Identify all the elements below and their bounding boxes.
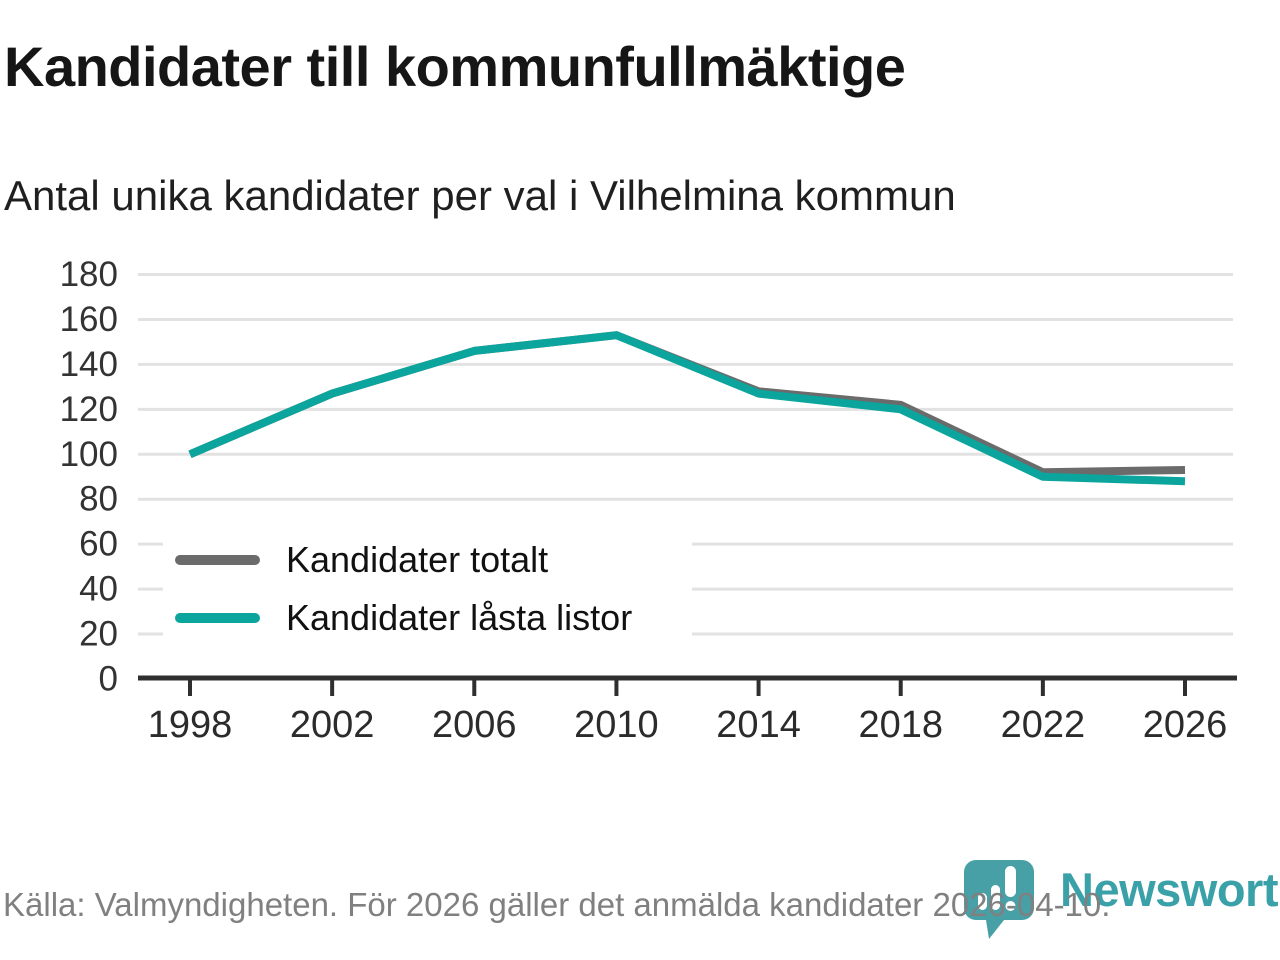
y-axis-label-0: 0 [99,660,118,699]
legend-swatch [175,613,260,623]
chart-subtitle: Antal unika kandidater per val i Vilhelm… [4,172,956,219]
y-axis-label-60: 60 [79,525,118,564]
x-axis-label-2022: 2022 [1001,704,1086,746]
y-axis-label-100: 100 [60,435,118,474]
y-axis-label-180: 180 [60,255,118,294]
newsworthy-logo: Newsworthy [960,856,1280,952]
newsworthy-wordmark: Newsworthy [1060,863,1280,916]
chart-title: Kandidater till kommunfullmäktige [4,35,906,98]
series-line-kandidater-totalt [188,331,1186,477]
newsworthy-pin-icon [964,860,1034,939]
legend-item: Kandidater låsta listor [175,596,632,640]
y-axis-label-20: 20 [79,615,118,654]
legend-label: Kandidater totalt [286,539,549,580]
x-axis-label-2026: 2026 [1143,704,1228,746]
bar-short [978,893,987,910]
y-axis-label-80: 80 [79,480,118,519]
chart-legend: Kandidater totalt Kandidater låsta listor [163,530,693,652]
y-axis-label-40: 40 [79,570,118,609]
legend-item: Kandidater totalt [175,538,632,582]
x-axis-label-2010: 2010 [574,704,659,746]
y-axis-label-160: 160 [60,300,118,339]
legend-label: Kandidater låsta listor [286,597,633,638]
x-axis-label-2018: 2018 [858,704,943,746]
x-axis-label-2006: 2006 [432,704,517,746]
legend-swatch [175,555,260,565]
series-line-kandidater-l-sta-listor [188,331,1186,486]
source-note: Källa: Valmyndigheten. För 2026 gäller d… [3,886,1111,923]
x-axis-label-1998: 1998 [148,704,233,746]
y-axis-label-140: 140 [60,345,118,384]
y-axis-label-120: 120 [60,390,118,429]
exclamation-dot [1005,901,1016,911]
x-axis-label-2014: 2014 [716,704,801,746]
bar-medium [991,885,1000,910]
exclamation-bar [1005,866,1016,897]
x-axis-label-2002: 2002 [290,704,375,746]
